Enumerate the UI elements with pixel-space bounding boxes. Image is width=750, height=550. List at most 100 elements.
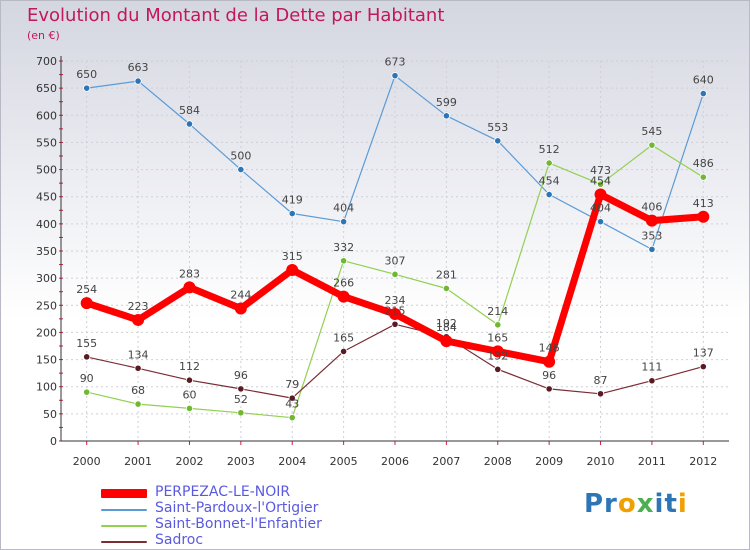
- data-label: 96: [234, 369, 248, 382]
- data-point: [237, 385, 245, 393]
- data-point: [596, 218, 605, 226]
- x-tick-label: 2006: [381, 455, 409, 468]
- data-point: [545, 190, 553, 199]
- chart-unit-label: (en €): [27, 29, 60, 42]
- data-point: [134, 364, 142, 372]
- data-label: 315: [282, 250, 303, 263]
- y-tick-label: 550: [36, 136, 57, 149]
- data-label: 165: [487, 331, 508, 344]
- data-point: [648, 377, 656, 385]
- data-label: 266: [333, 277, 354, 290]
- data-label: 79: [285, 378, 299, 391]
- data-label: 584: [179, 104, 200, 117]
- logo-letter: i: [654, 489, 665, 519]
- data-point: [288, 414, 296, 422]
- data-point: [545, 159, 553, 167]
- data-label: 404: [590, 202, 611, 215]
- data-label: 223: [128, 300, 149, 313]
- data-point: [494, 365, 502, 373]
- data-label: 283: [179, 267, 200, 280]
- data-point: [596, 390, 605, 398]
- data-label: 96: [542, 369, 556, 382]
- data-label: 486: [693, 157, 714, 170]
- data-point: [83, 353, 91, 361]
- data-label: 254: [76, 283, 97, 296]
- x-tick-label: 2004: [278, 455, 306, 468]
- grid-lines: [61, 60, 729, 441]
- data-label: 43: [285, 398, 299, 411]
- data-label: 473: [590, 164, 611, 177]
- data-point: [132, 313, 145, 326]
- data-point: [697, 210, 710, 223]
- x-tick-label: 2010: [587, 455, 615, 468]
- data-point: [645, 214, 658, 227]
- data-label: 155: [76, 337, 97, 350]
- data-point: [648, 141, 656, 149]
- data-point: [543, 355, 556, 368]
- data-point: [699, 173, 707, 181]
- data-label: 406: [641, 201, 662, 214]
- data-point: [288, 209, 296, 218]
- legend-swatch: [101, 541, 147, 543]
- data-point: [389, 307, 401, 320]
- x-tick-label: 2012: [689, 455, 717, 468]
- data-point: [237, 165, 245, 174]
- logo-letter: i: [677, 489, 688, 519]
- data-point: [134, 400, 142, 408]
- data-point: [594, 188, 607, 201]
- data-point: [134, 77, 142, 85]
- y-tick-label: 150: [36, 354, 57, 367]
- y-tick-label: 500: [36, 164, 57, 177]
- data-point: [337, 290, 350, 303]
- data-point: [83, 84, 91, 92]
- y-tick-label: 600: [36, 109, 57, 122]
- data-label: 307: [385, 254, 406, 267]
- y-tick-label: 50: [43, 408, 57, 421]
- x-tick-label: 2008: [484, 455, 512, 468]
- data-point: [288, 394, 296, 402]
- x-tick-label: 2009: [535, 455, 563, 468]
- data-label: 419: [282, 194, 303, 207]
- data-label: 244: [230, 289, 251, 302]
- x-tick-label: 2002: [175, 455, 203, 468]
- data-point: [286, 264, 299, 276]
- y-tick-label: 0: [50, 435, 57, 448]
- data-point: [80, 297, 93, 310]
- y-tick-label: 200: [36, 326, 57, 339]
- proxiti-logo: Proxiti: [584, 489, 688, 519]
- y-tick-label: 450: [36, 191, 57, 204]
- data-point: [494, 321, 502, 329]
- data-point: [491, 345, 504, 358]
- legend-label: PERPEZAC-LE-NOIR: [155, 484, 291, 500]
- data-point: [391, 320, 399, 328]
- data-point: [699, 363, 707, 371]
- data-point: [442, 112, 450, 120]
- data-label: 214: [487, 305, 508, 318]
- y-tick-label: 250: [36, 299, 57, 312]
- data-label: 111: [641, 361, 662, 374]
- data-label: 553: [487, 121, 508, 134]
- data-label: 281: [436, 268, 457, 281]
- data-point: [545, 385, 553, 393]
- data-label: 112: [179, 360, 200, 373]
- y-tick-label: 700: [36, 55, 57, 68]
- logo-letter: x: [636, 489, 655, 519]
- x-tick-label: 2000: [73, 455, 101, 468]
- series-lines: [80, 72, 710, 422]
- data-label: 454: [539, 175, 560, 188]
- data-label: 650: [76, 68, 97, 81]
- data-label: 454: [590, 175, 611, 188]
- data-label: 663: [128, 61, 149, 74]
- legend-swatch: [101, 509, 147, 511]
- data-label: 184: [436, 321, 457, 334]
- legend-label: Saint-Bonnet-l'Enfantier: [155, 516, 322, 532]
- data-label: 52: [234, 393, 248, 406]
- data-label: 332: [333, 241, 354, 254]
- data-label: 132: [487, 349, 508, 362]
- y-tick-label: 350: [36, 245, 57, 258]
- data-point: [596, 180, 605, 188]
- logo-letter: Pr: [584, 489, 618, 519]
- y-tick-label: 650: [36, 82, 57, 95]
- data-label: 545: [641, 125, 662, 138]
